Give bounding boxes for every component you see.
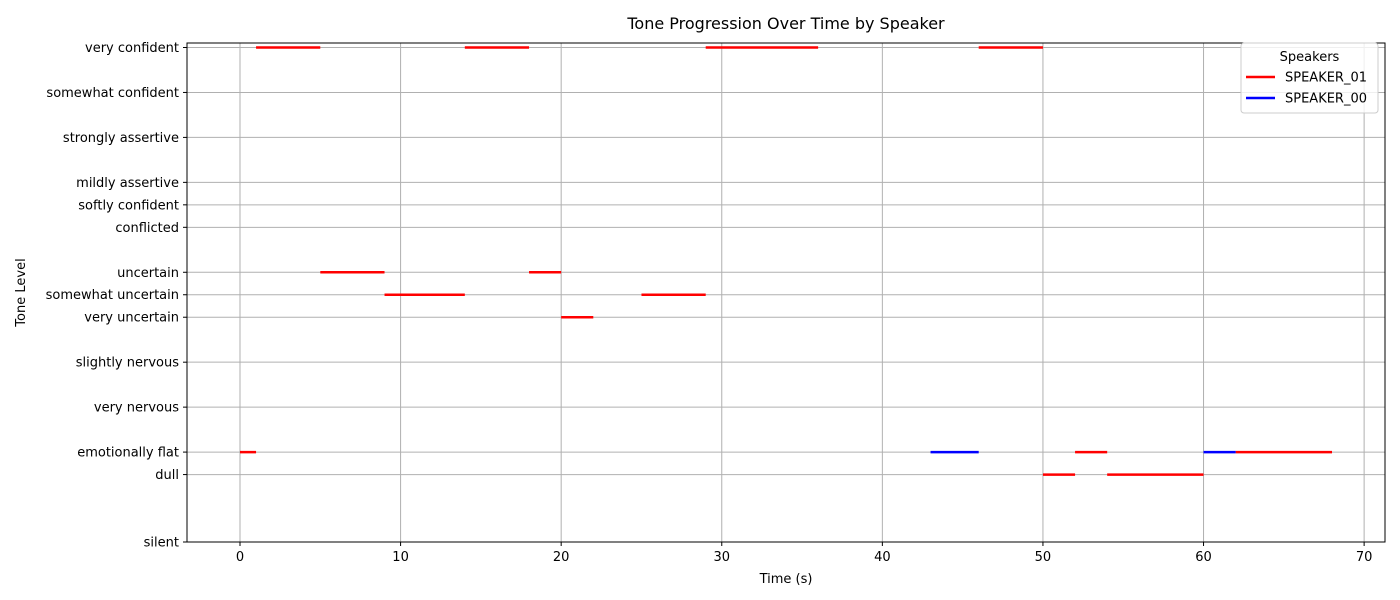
legend-entries: SPEAKER_01 SPEAKER_00 [1246, 71, 1367, 107]
y-tick-label: uncertain [117, 266, 179, 281]
x-tick-label: 50 [1035, 550, 1052, 565]
legend-title: Speakers [1280, 50, 1340, 65]
x-tick-label: 70 [1356, 550, 1373, 565]
plot-frame [186, 42, 1386, 543]
y-tick-label: conflicted [115, 221, 179, 236]
y-tick-label: softly confident [78, 198, 179, 213]
legend-box [1240, 42, 1379, 114]
y-tick-label: very nervous [94, 401, 179, 416]
x-ticks: 0 10 20 30 40 50 60 70 [236, 542, 1373, 565]
x-tick-label: 10 [392, 550, 409, 565]
x-tick-label: 20 [553, 550, 570, 565]
y-tick-label: strongly assertive [63, 131, 179, 146]
y-tick-label: somewhat uncertain [46, 288, 179, 303]
chart-title: Tone Progression Over Time by Speaker [626, 14, 945, 33]
series-lines [239, 46, 1333, 476]
y-tick-label: silent [144, 536, 179, 551]
legend-entry-label: SPEAKER_00 [1285, 92, 1367, 107]
y-tick-label: very uncertain [84, 311, 179, 326]
y-tick-label: dull [155, 468, 179, 483]
x-tick-label: 60 [1195, 550, 1212, 565]
x-axis-label: Time (s) [759, 572, 813, 587]
legend: Speakers SPEAKER_01 SPEAKER_00 [1240, 42, 1379, 114]
y-ticks: silent dull emotionally flat very nervous sl… [46, 41, 187, 551]
legend-entry-label: SPEAKER_01 [1285, 71, 1367, 86]
y-tick-label: mildly assertive [76, 176, 179, 191]
grid [187, 43, 1385, 543]
y-axis-label: Tone Level [14, 258, 29, 327]
y-tick-label: emotionally flat [77, 446, 179, 461]
x-tick-label: 30 [713, 550, 730, 565]
y-tick-label: slightly nervous [76, 356, 179, 371]
x-tick-label: 40 [874, 550, 891, 565]
y-tick-label: very confident [85, 41, 179, 56]
x-tick-label: 0 [236, 550, 244, 565]
y-tick-label: somewhat confident [46, 86, 179, 101]
